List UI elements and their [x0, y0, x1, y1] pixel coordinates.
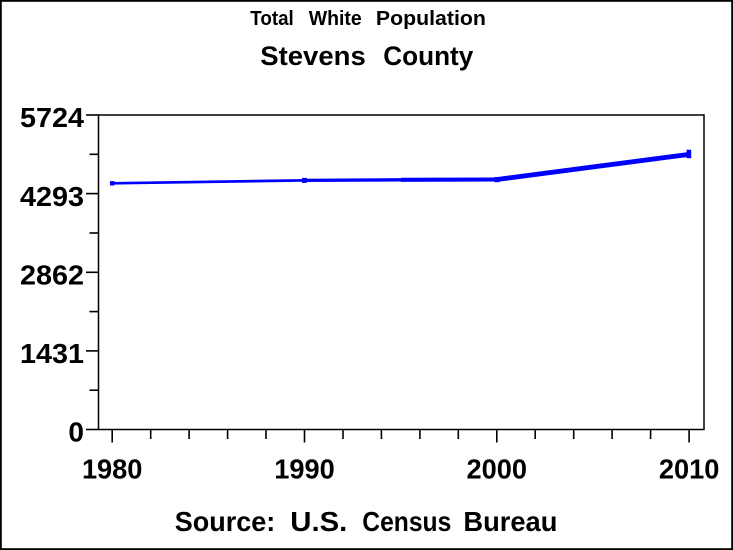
- svg-text:2862: 2862: [20, 260, 84, 291]
- svg-text:1990: 1990: [274, 454, 335, 485]
- svg-text:Source:: Source:: [175, 506, 276, 537]
- svg-text:0: 0: [68, 417, 84, 448]
- svg-text:Stevens: Stevens: [260, 41, 366, 71]
- svg-text:2000: 2000: [467, 454, 528, 485]
- svg-text:U.S.: U.S.: [290, 506, 347, 537]
- svg-text:Bureau: Bureau: [463, 506, 557, 537]
- svg-text:County: County: [383, 41, 473, 71]
- svg-text:2010: 2010: [659, 454, 720, 485]
- svg-text:4293: 4293: [20, 181, 84, 212]
- svg-text:Total: Total: [250, 8, 294, 30]
- svg-text:Census: Census: [362, 506, 451, 537]
- svg-text:White: White: [309, 8, 362, 30]
- svg-text:1431: 1431: [20, 338, 84, 369]
- svg-text:Population: Population: [376, 8, 486, 30]
- svg-text:1980: 1980: [82, 454, 143, 485]
- svg-text:5724: 5724: [20, 102, 84, 133]
